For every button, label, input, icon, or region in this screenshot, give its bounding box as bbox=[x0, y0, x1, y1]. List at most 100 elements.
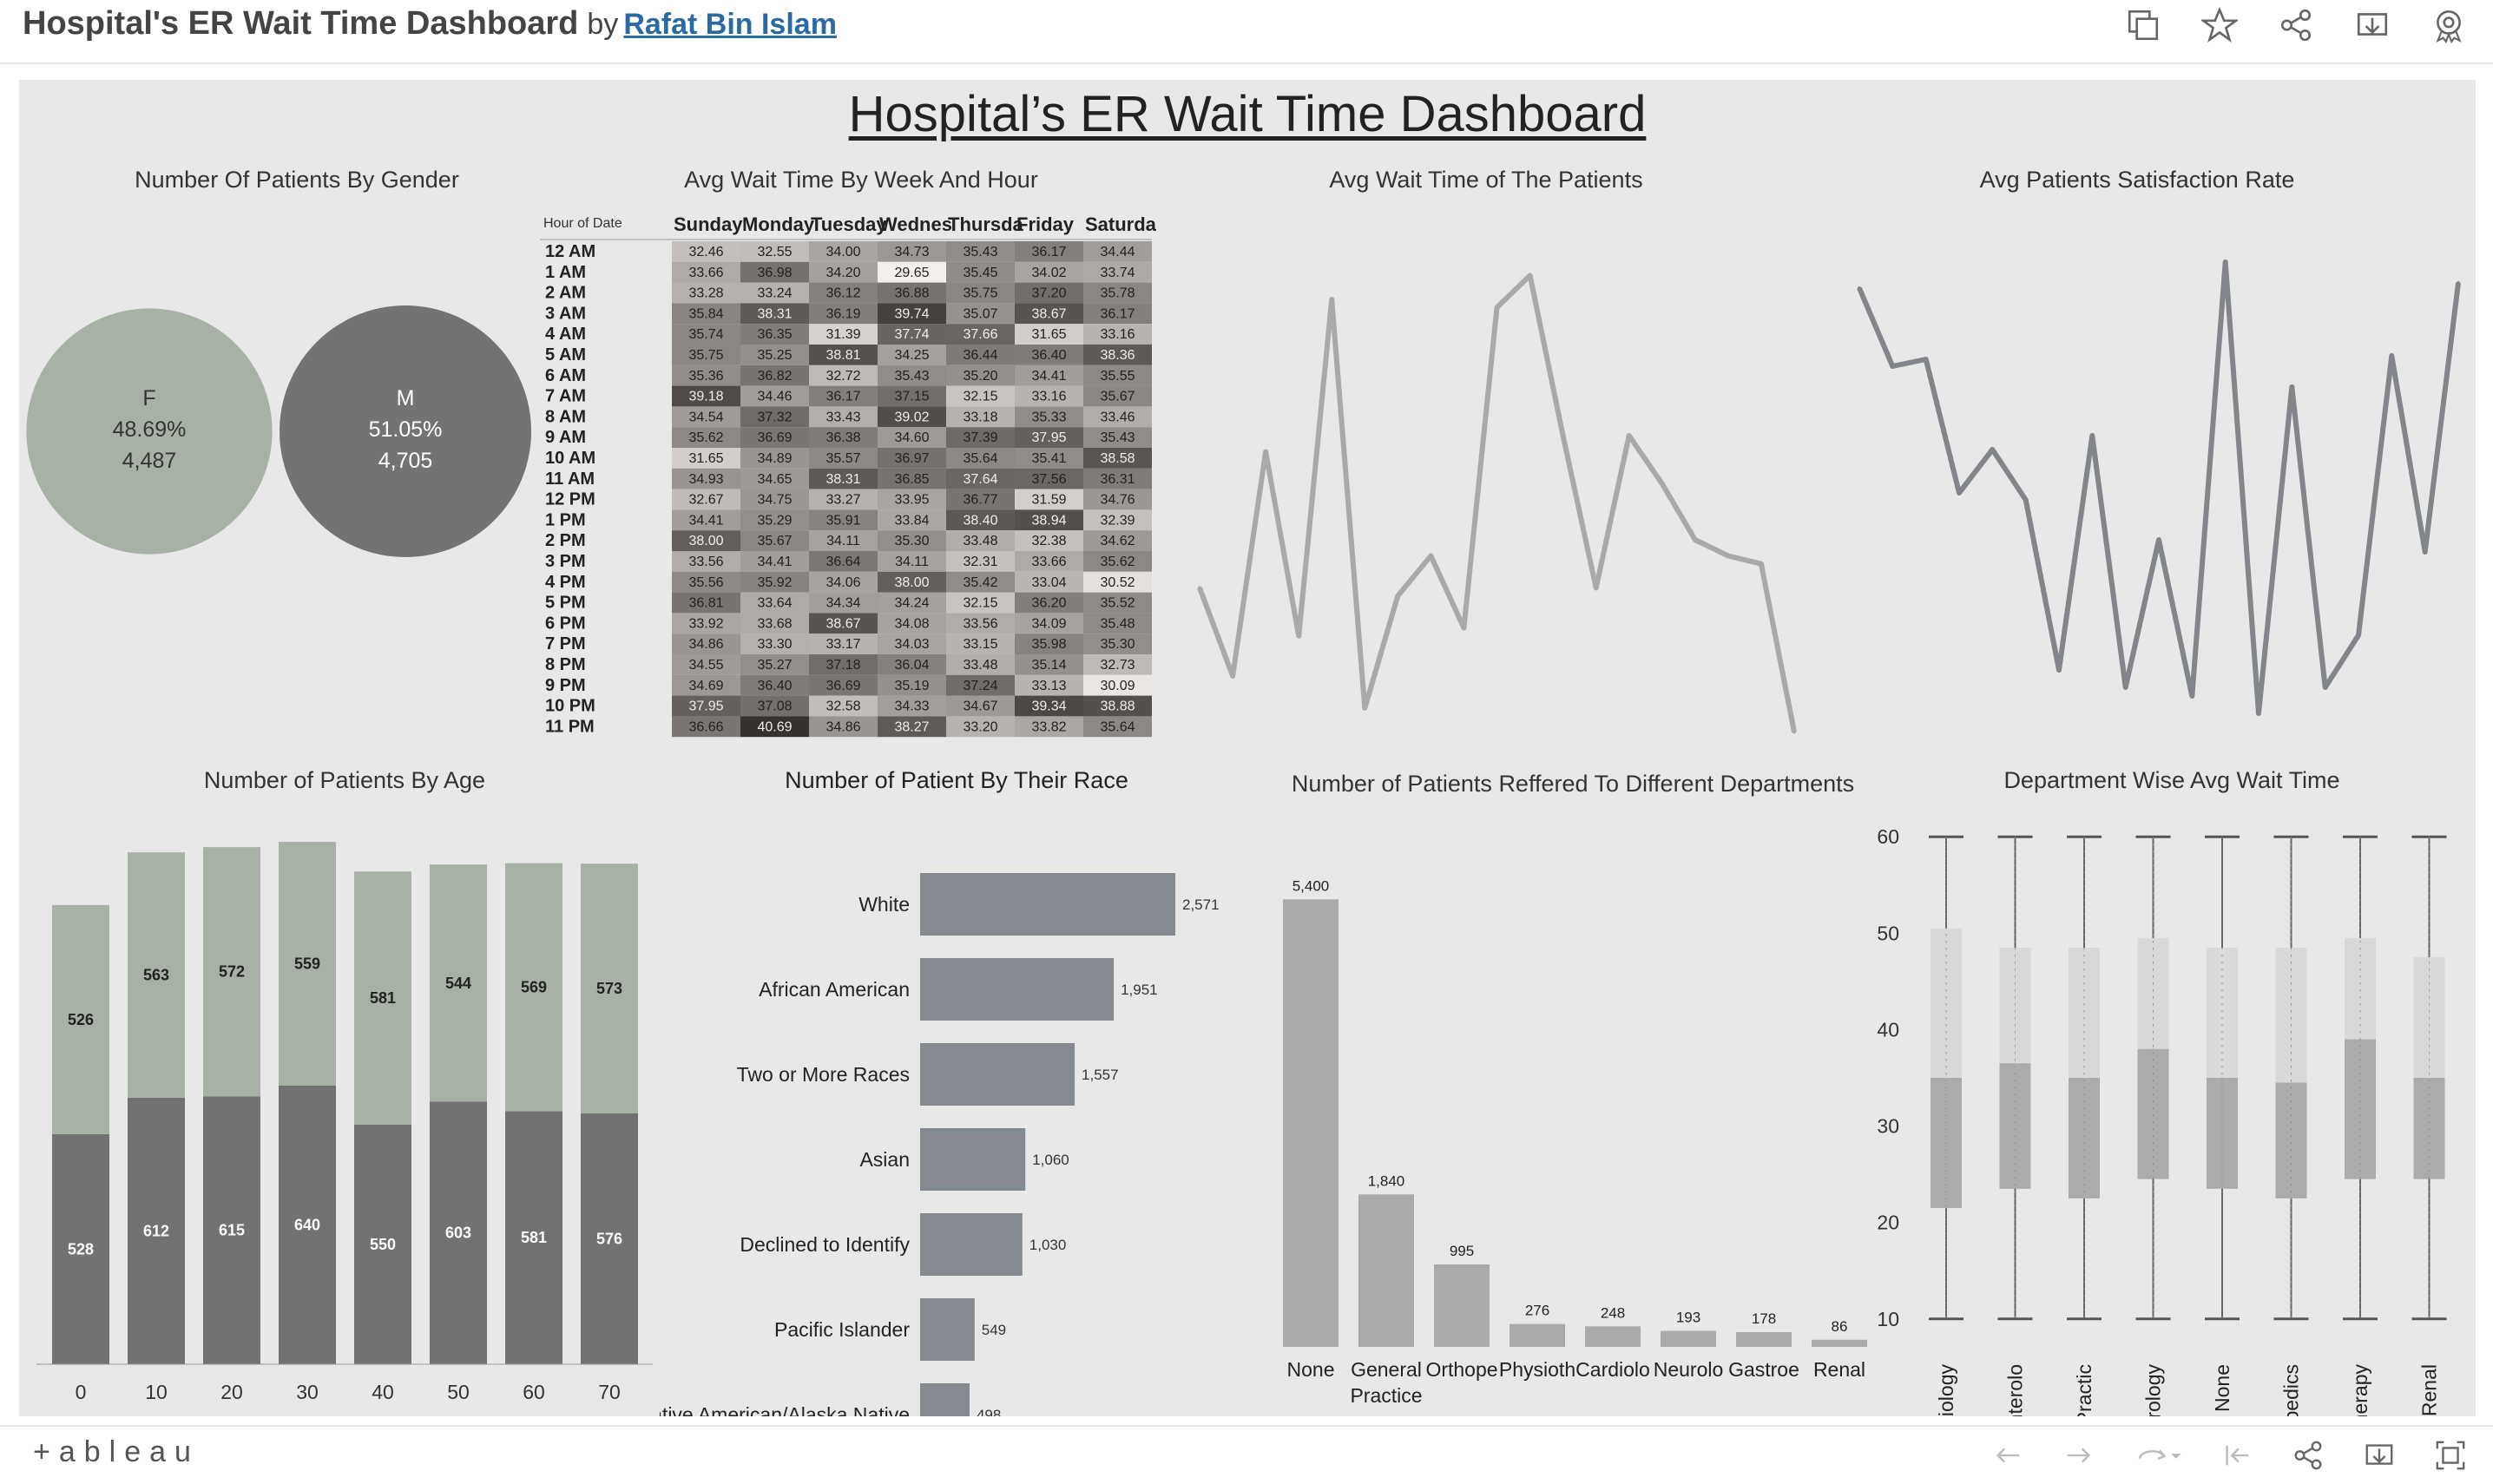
heatmap-cell[interactable] bbox=[1083, 551, 1152, 572]
heatmap-cell[interactable] bbox=[809, 406, 878, 428]
heatmap-cell[interactable] bbox=[1083, 468, 1152, 489]
heatmap-cell[interactable] bbox=[740, 364, 809, 386]
heatmap-cell[interactable] bbox=[1015, 241, 1083, 262]
race-chart[interactable]: White 2,571 African American 1,951 Two or Mo… bbox=[627, 809, 1252, 1416]
copy-icon[interactable] bbox=[2125, 7, 2161, 43]
boxplot-upper-box[interactable] bbox=[2069, 948, 2100, 1078]
heatmap-cell[interactable] bbox=[946, 634, 1015, 654]
line-point[interactable] bbox=[2423, 550, 2427, 554]
heatmap-cell[interactable] bbox=[878, 592, 946, 614]
heatmap-cell[interactable] bbox=[809, 468, 878, 489]
star-icon[interactable] bbox=[2201, 7, 2238, 43]
age-bar-segment[interactable] bbox=[279, 842, 336, 1086]
wait-line-chart[interactable] bbox=[1165, 210, 1807, 748]
heatmap-cell[interactable] bbox=[946, 530, 1015, 551]
heatmap-cell[interactable] bbox=[1083, 448, 1152, 469]
heatmap-cell[interactable] bbox=[946, 592, 1015, 614]
heatmap-cell[interactable] bbox=[946, 324, 1015, 345]
heatmap-cell[interactable] bbox=[946, 282, 1015, 304]
heatmap-cell[interactable] bbox=[809, 571, 878, 593]
heatmap-cell[interactable] bbox=[1015, 613, 1083, 634]
heatmap-cell[interactable] bbox=[809, 634, 878, 654]
race-bar[interactable] bbox=[920, 1298, 975, 1361]
line-point[interactable] bbox=[1330, 298, 1334, 302]
heatmap-cell[interactable] bbox=[672, 571, 740, 593]
heatmap-cell[interactable] bbox=[1083, 364, 1152, 386]
heatmap-cell[interactable] bbox=[1083, 241, 1152, 262]
heatmap-cell[interactable] bbox=[1083, 324, 1152, 345]
heatmap-cell[interactable] bbox=[740, 592, 809, 614]
heatmap-cell[interactable] bbox=[1015, 324, 1083, 345]
heatmap-cell[interactable] bbox=[672, 385, 740, 407]
heatmap-cell[interactable] bbox=[740, 406, 809, 428]
line-point[interactable] bbox=[1429, 554, 1433, 558]
department-bar[interactable] bbox=[1812, 1339, 1867, 1347]
heatmap-chart[interactable]: Hour of Date Sunday MondayTuesdayWednesThu… bbox=[540, 210, 1165, 748]
age-bar-segment[interactable] bbox=[203, 1096, 260, 1364]
line-point[interactable] bbox=[1759, 561, 1763, 566]
heatmap-cell[interactable] bbox=[1083, 406, 1152, 428]
heatmap-cell[interactable] bbox=[1083, 427, 1152, 448]
line-point[interactable] bbox=[1231, 673, 1235, 678]
line-point[interactable] bbox=[1693, 538, 1697, 542]
heatmap-cell[interactable] bbox=[672, 468, 740, 489]
department-bar[interactable] bbox=[1434, 1264, 1490, 1347]
heatmap-cell[interactable] bbox=[1015, 385, 1083, 407]
line-point[interactable] bbox=[2123, 686, 2128, 689]
heatmap-cell[interactable] bbox=[1083, 303, 1152, 325]
gender-circle-f[interactable] bbox=[26, 308, 273, 555]
line-point[interactable] bbox=[1297, 634, 1301, 638]
age-bar-segment[interactable] bbox=[505, 863, 562, 1112]
heatmap-cell[interactable] bbox=[878, 282, 946, 304]
heatmap-cell[interactable] bbox=[740, 695, 809, 717]
heatmap-cell[interactable] bbox=[1015, 592, 1083, 614]
download-icon[interactable] bbox=[2363, 1439, 2396, 1472]
heatmap-cell[interactable] bbox=[1083, 654, 1152, 675]
heatmap-cell[interactable] bbox=[672, 364, 740, 386]
boxplot-upper-box[interactable] bbox=[1999, 948, 2031, 1064]
heatmap-cell[interactable] bbox=[740, 530, 809, 551]
line-point[interactable] bbox=[2090, 434, 2095, 437]
heatmap-cell[interactable] bbox=[878, 427, 946, 448]
age-bar-segment[interactable] bbox=[430, 1101, 487, 1364]
heatmap-cell[interactable] bbox=[878, 448, 946, 469]
race-bar[interactable] bbox=[920, 873, 1175, 936]
line-point[interactable] bbox=[2023, 498, 2028, 502]
heatmap-cell[interactable] bbox=[1015, 345, 1083, 365]
heatmap-cell[interactable] bbox=[1083, 509, 1152, 531]
heatmap-cell[interactable] bbox=[1015, 654, 1083, 675]
heatmap-cell[interactable] bbox=[809, 427, 878, 448]
heatmap-cell[interactable] bbox=[878, 634, 946, 654]
heatmap-cell[interactable] bbox=[946, 716, 1015, 738]
heatmap-cell[interactable] bbox=[1015, 551, 1083, 572]
line-point[interactable] bbox=[1495, 305, 1499, 310]
share-icon[interactable] bbox=[2278, 7, 2314, 43]
line-point[interactable] bbox=[2357, 634, 2360, 637]
line-point[interactable] bbox=[1462, 626, 1466, 630]
heatmap-cell[interactable] bbox=[809, 695, 878, 717]
heatmap-cell[interactable] bbox=[878, 406, 946, 428]
age-bar-segment[interactable] bbox=[52, 904, 109, 1134]
boxplot-upper-box[interactable] bbox=[2345, 937, 2376, 1040]
heatmap-cell[interactable] bbox=[878, 674, 946, 696]
heatmap-cell[interactable] bbox=[946, 364, 1015, 386]
heatmap-cell[interactable] bbox=[1083, 634, 1152, 654]
heatmap-cell[interactable] bbox=[740, 303, 809, 325]
heatmap-cell[interactable] bbox=[1083, 489, 1152, 510]
heatmap-cell[interactable] bbox=[1015, 427, 1083, 448]
department-bar[interactable] bbox=[1510, 1323, 1565, 1347]
heatmap-cell[interactable] bbox=[1015, 674, 1083, 696]
heatmap-cell[interactable] bbox=[809, 385, 878, 407]
heatmap-cell[interactable] bbox=[809, 674, 878, 696]
heatmap-cell[interactable] bbox=[946, 571, 1015, 593]
heatmap-cell[interactable] bbox=[946, 241, 1015, 262]
heatmap-cell[interactable] bbox=[1015, 509, 1083, 531]
line-point[interactable] bbox=[2057, 668, 2061, 672]
heatmap-cell[interactable] bbox=[1083, 571, 1152, 593]
heatmap-cell[interactable] bbox=[878, 261, 946, 283]
department-bar[interactable] bbox=[1585, 1326, 1641, 1347]
heatmap-cell[interactable] bbox=[946, 406, 1015, 428]
heatmap-cell[interactable] bbox=[740, 282, 809, 304]
heatmap-cell[interactable] bbox=[672, 592, 740, 614]
age-bar-segment[interactable] bbox=[52, 1133, 109, 1364]
